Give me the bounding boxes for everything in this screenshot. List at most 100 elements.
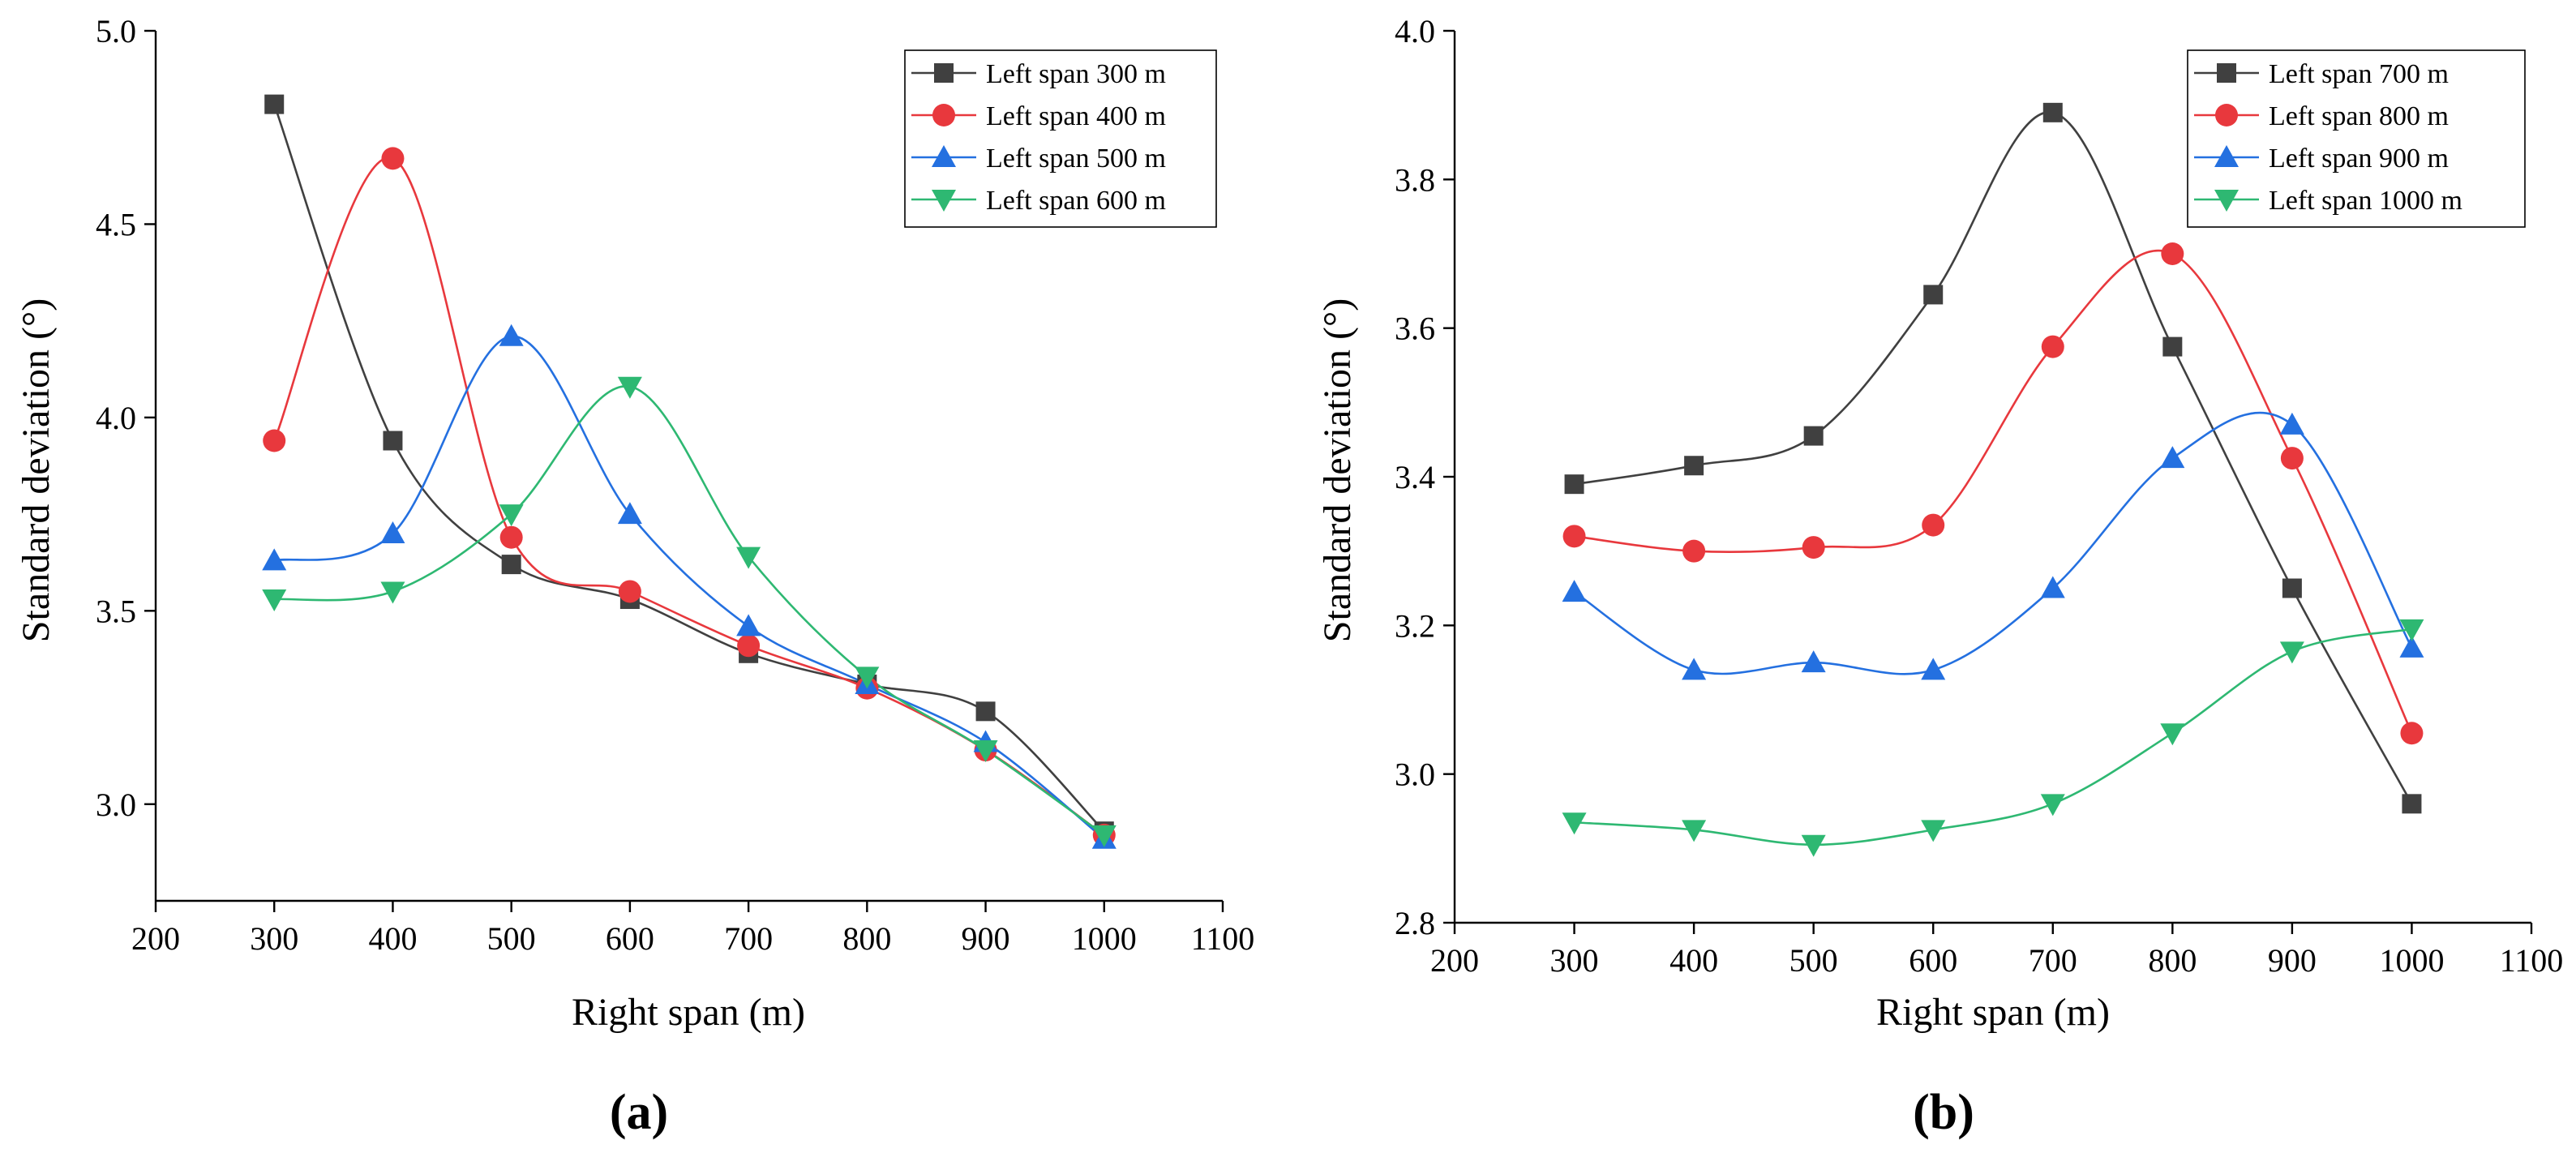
series-line-black <box>272 104 1105 833</box>
x-tick-label-a: 900 <box>962 920 1010 957</box>
data-point-green <box>1682 820 1707 842</box>
data-point-red <box>2400 722 2424 745</box>
data-point-black <box>1684 456 1704 476</box>
data-point-blue <box>1801 650 1826 673</box>
data-point-green <box>499 504 524 527</box>
x-tick-label-a: 400 <box>368 920 417 957</box>
legend-marker-black <box>2217 63 2236 83</box>
x-tick-label-a: 600 <box>606 920 654 957</box>
x-tick-label-a: 200 <box>131 920 180 957</box>
legend-marker-black <box>934 63 954 83</box>
legend-label: Left span 500 m <box>986 144 1166 174</box>
data-markers-a <box>262 94 1117 849</box>
data-point-black <box>383 431 403 451</box>
data-point-black <box>2402 794 2422 814</box>
x-axis-title-b: Right span (m) <box>1876 991 2110 1034</box>
legend-marker-blue <box>932 145 956 167</box>
data-point-green <box>617 376 642 399</box>
data-point-black <box>2282 578 2302 598</box>
x-axis-title-a: Right span (m) <box>572 991 805 1034</box>
data-point-green <box>2399 619 2424 641</box>
data-point-green <box>2279 641 2304 664</box>
data-point-black <box>2162 336 2183 357</box>
data-point-green <box>1921 820 1946 842</box>
data-point-blue <box>1921 658 1946 680</box>
y-tick-label-a: 4.5 <box>96 206 136 242</box>
y-tick-label-b: 4.0 <box>1395 13 1435 49</box>
data-point-blue <box>380 521 405 543</box>
x-tick-label-b: 700 <box>2029 942 2077 979</box>
data-point-blue <box>499 324 524 346</box>
y-tick-label-b: 3.8 <box>1395 161 1435 198</box>
data-point-red <box>618 580 641 603</box>
legend-b: Left span 700 m Left span 800 m Left span … <box>2187 49 2526 228</box>
data-point-red <box>2161 242 2184 265</box>
data-point-red <box>263 429 286 452</box>
data-point-black <box>1564 474 1584 495</box>
data-point-red <box>737 634 761 658</box>
x-tick-label-b: 900 <box>2268 942 2317 979</box>
data-point-black <box>975 701 996 722</box>
data-point-blue <box>2279 412 2304 435</box>
data-point-red <box>2041 335 2064 358</box>
y-tick-label-a: 3.5 <box>96 593 136 629</box>
x-tick-label-b: 500 <box>1789 942 1838 979</box>
chart-panel-a: 200 300 400 500 600 700 800 900 1000 1100 3.0 3.5 4.… <box>15 13 1254 1140</box>
data-point-black <box>1803 426 1824 446</box>
y-tick-label-a: 4.0 <box>96 400 136 436</box>
x-tick-label-a: 500 <box>487 920 536 957</box>
legend-marker-blue <box>2214 145 2239 167</box>
data-point-red <box>381 147 405 170</box>
x-tick-label-a: 1000 <box>1072 920 1137 957</box>
data-markers-b <box>1562 102 2424 857</box>
legend-marker-green <box>2214 190 2239 212</box>
x-tick-label-a: 1100 <box>1191 920 1255 957</box>
data-point-blue <box>1682 658 1707 680</box>
series-line-green <box>1574 628 2412 847</box>
data-point-blue <box>262 548 287 571</box>
legend-marker-green <box>932 190 956 212</box>
x-tick-label-b: 200 <box>1430 942 1479 979</box>
x-tick-label-b: 1000 <box>2379 942 2444 979</box>
y-tick-label-b: 3.4 <box>1395 459 1435 495</box>
data-point-blue <box>736 614 761 637</box>
y-tick-label-b: 3.2 <box>1395 607 1435 644</box>
legend-label: Left span 400 m <box>986 101 1166 131</box>
y-tick-label-b: 3.6 <box>1395 311 1435 347</box>
panel-label-b: (b) <box>1913 1085 1974 1140</box>
legend-label: Left span 600 m <box>986 186 1166 216</box>
panel-label-a: (a) <box>610 1085 668 1140</box>
legend-label: Left span 300 m <box>986 59 1166 89</box>
data-point-red <box>1922 513 1945 537</box>
y-tick-label-a: 5.0 <box>96 13 136 49</box>
data-point-blue <box>1562 580 1587 602</box>
data-point-red <box>1682 539 1706 563</box>
data-point-blue <box>2160 446 2185 469</box>
x-tick-label-b: 300 <box>1550 942 1599 979</box>
data-point-green <box>1801 834 1826 857</box>
axes-a: 200 300 400 500 600 700 800 900 1000 1100 3.0 3.5 4.… <box>96 13 1254 957</box>
series-line-blue <box>273 335 1105 840</box>
data-point-black <box>2042 102 2063 122</box>
x-tick-label-b: 1100 <box>2500 942 2564 979</box>
data-point-green <box>380 581 405 604</box>
data-point-green <box>1562 812 1587 835</box>
legend-marker-red <box>932 104 955 126</box>
y-tick-label-a: 3.0 <box>96 787 136 823</box>
y-axis-title-a: Standard deviation (°) <box>15 298 58 642</box>
data-point-blue <box>617 502 642 525</box>
x-tick-label-a: 300 <box>250 920 298 957</box>
legend-box-a <box>904 49 1217 228</box>
y-tick-label-b: 3.0 <box>1395 757 1435 793</box>
data-point-green <box>973 740 998 763</box>
legend-label: Left span 700 m <box>2269 59 2449 89</box>
data-point-red <box>499 525 523 549</box>
data-point-green <box>2160 723 2185 746</box>
x-tick-label-b: 400 <box>1669 942 1718 979</box>
x-tick-label-a: 800 <box>842 920 891 957</box>
data-point-black <box>1923 285 1944 305</box>
x-tick-label-a: 700 <box>724 920 773 957</box>
data-point-blue <box>2040 576 2065 598</box>
data-point-green <box>262 589 287 612</box>
